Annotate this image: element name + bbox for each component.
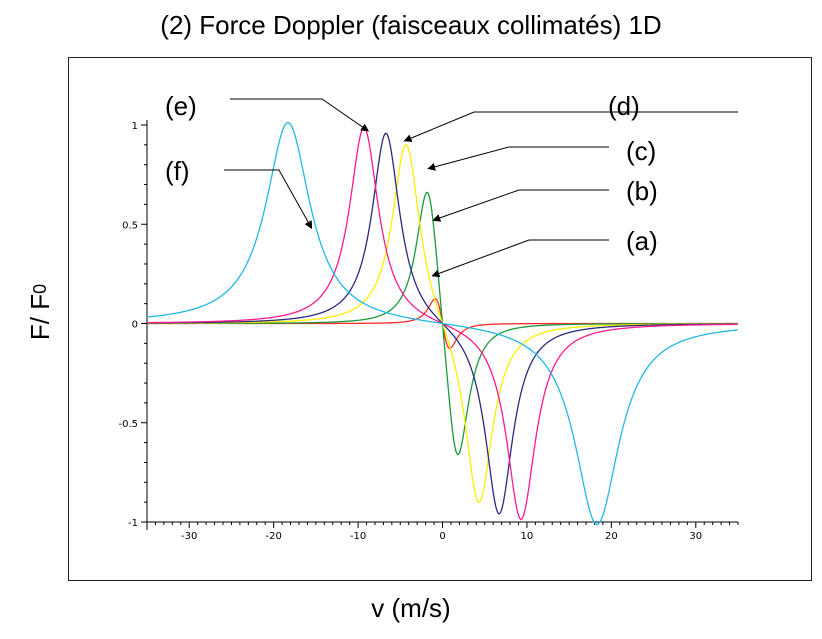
x-tick-label: 30 — [689, 531, 702, 542]
axes: -30 -20 -10 0 10 20 30 -1 -0.5 0 0.5 1 — [118, 120, 739, 542]
y-tick-label: -0.5 — [118, 419, 138, 430]
x-tick-label: 10 — [521, 531, 534, 542]
annotation-label-a: (a) — [626, 226, 658, 256]
annotation-arrow-a — [431, 239, 609, 278]
y-tick-label: 0 — [132, 320, 138, 331]
x-tick-label: -10 — [350, 531, 366, 542]
x-tick-label: -30 — [181, 531, 197, 542]
annotation-label-b: (b) — [626, 176, 658, 206]
annotation-arrow-d — [403, 111, 609, 142]
annotation-arrow-e — [230, 98, 370, 132]
annotation-label-f: (f) — [165, 156, 190, 186]
annotations: (a) (b) (c) (d) (e) (f) — [165, 91, 738, 278]
y-tick-label: 1 — [132, 121, 138, 132]
x-tick-label: 0 — [439, 531, 445, 542]
x-tick-label: -20 — [265, 531, 281, 542]
annotation-label-e: (e) — [165, 91, 197, 121]
y-tick-label: -1 — [128, 518, 138, 529]
y-tick-label: 0.5 — [122, 220, 138, 231]
annotation-label-c: (c) — [626, 136, 656, 166]
x-tick-label: 20 — [605, 531, 618, 542]
annotation-arrow-f — [224, 169, 313, 230]
plot-frame — [68, 57, 812, 581]
annotation-label-d: (d) — [608, 91, 640, 121]
chart-title: (2) Force Doppler (faisceaux collimatés)… — [160, 10, 662, 40]
annotation-arrow-b — [432, 189, 609, 222]
annotation-arrow-c — [427, 146, 609, 171]
series-lines — [146, 121, 738, 526]
x-axis-label: v (m/s) — [371, 593, 451, 623]
series-line-f — [146, 121, 738, 526]
